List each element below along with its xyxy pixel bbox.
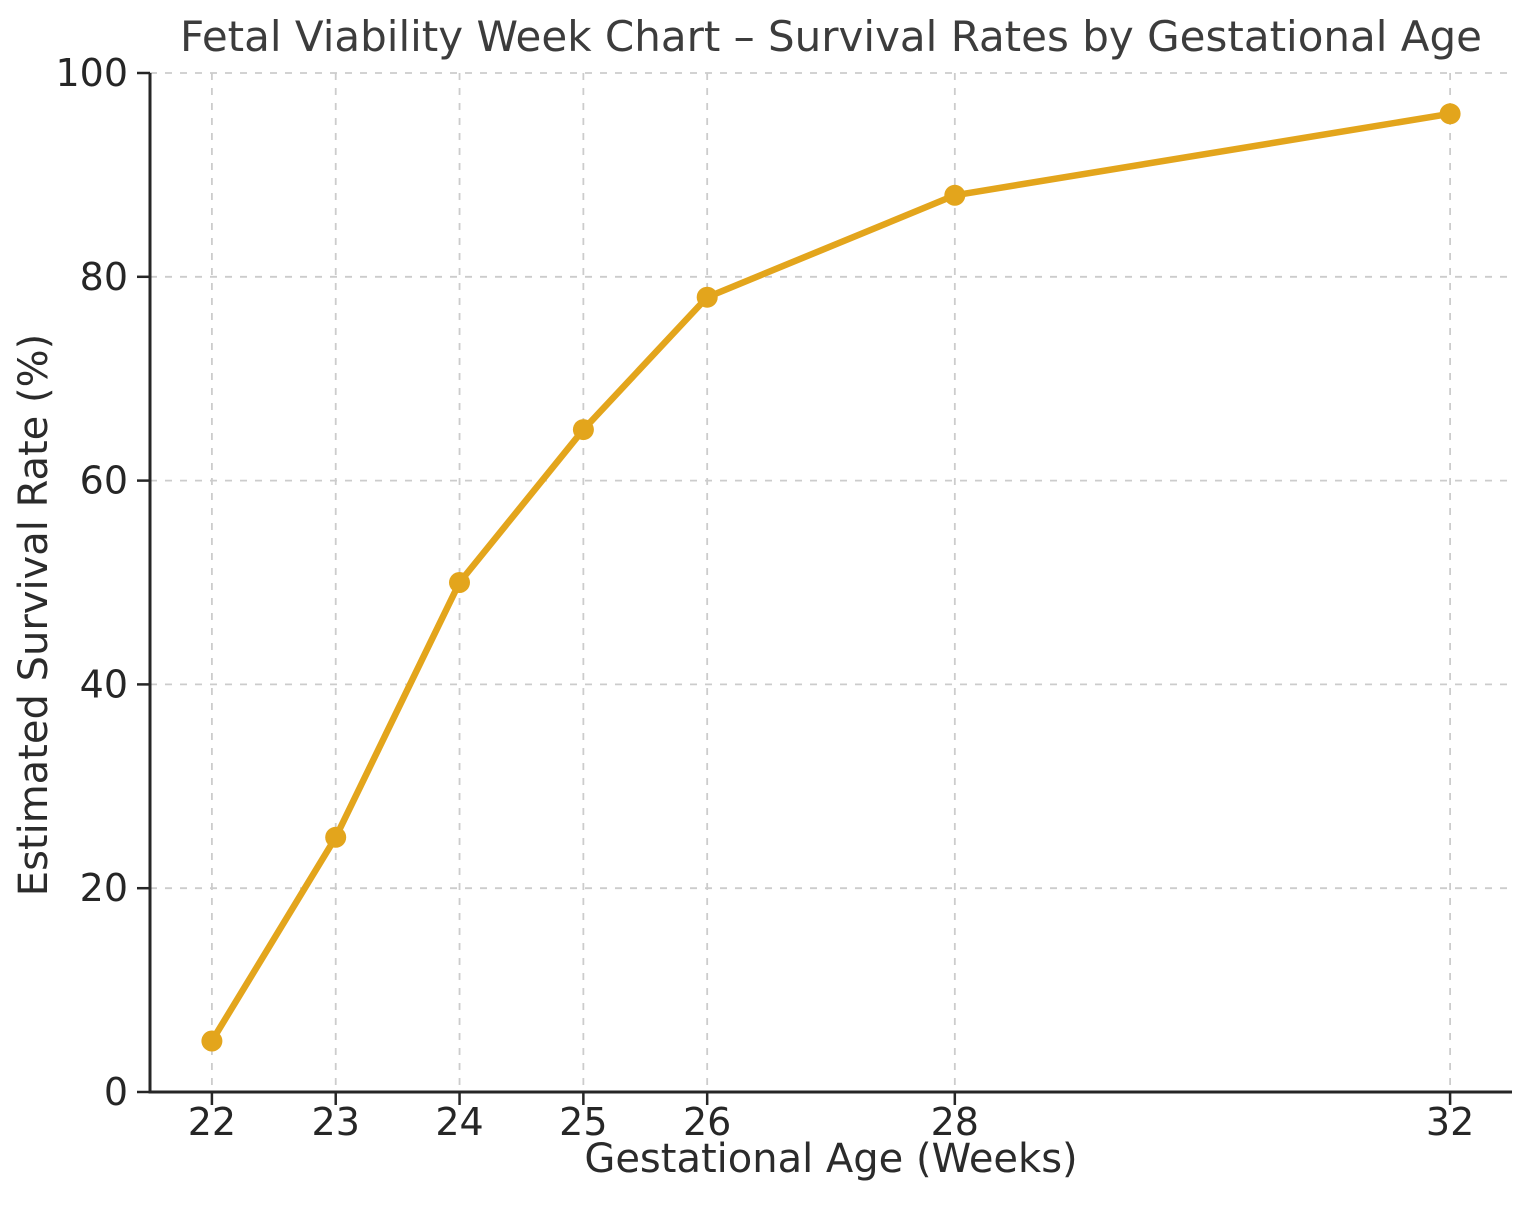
- data-point: [1439, 103, 1461, 125]
- x-axis-label: Gestational Age (Weeks): [584, 1136, 1077, 1182]
- x-tick-label: 26: [683, 1100, 731, 1144]
- y-tick-label: 20: [80, 866, 128, 910]
- y-tick-label: 40: [80, 662, 128, 706]
- data-point: [449, 572, 470, 593]
- y-tick-label: 80: [80, 255, 128, 299]
- y-tick-label: 60: [80, 459, 128, 503]
- y-tick-label: 0: [104, 1070, 128, 1114]
- data-point: [944, 184, 966, 206]
- x-tick-label: 23: [312, 1100, 360, 1144]
- y-axis-label: Estimated Survival Rate (%): [11, 334, 57, 896]
- x-tick-label: 25: [559, 1100, 607, 1144]
- x-tick-labels: 22 23 24 25 26 28 32: [188, 1100, 1475, 1144]
- data-point: [325, 826, 347, 848]
- data-point: [201, 1030, 223, 1052]
- data-point: [572, 419, 594, 441]
- survival-rate-line: [208, 110, 1454, 1045]
- axis-spines: [148, 73, 1512, 1094]
- data-point-markers: [201, 103, 1461, 1052]
- y-tick-labels: 0 20 40 60 80 100: [55, 51, 128, 1114]
- tick-marks: [137, 71, 1452, 1105]
- x-tick-label: 32: [1426, 1100, 1474, 1144]
- gridlines: [150, 72, 1512, 1092]
- x-tick-label: 24: [435, 1100, 483, 1144]
- y-tick-label: 100: [55, 51, 128, 95]
- x-tick-label: 22: [188, 1100, 236, 1144]
- data-point: [696, 286, 718, 308]
- chart-title: Fetal Viability Week Chart – Survival Ra…: [180, 12, 1482, 61]
- x-tick-label: 28: [931, 1100, 979, 1144]
